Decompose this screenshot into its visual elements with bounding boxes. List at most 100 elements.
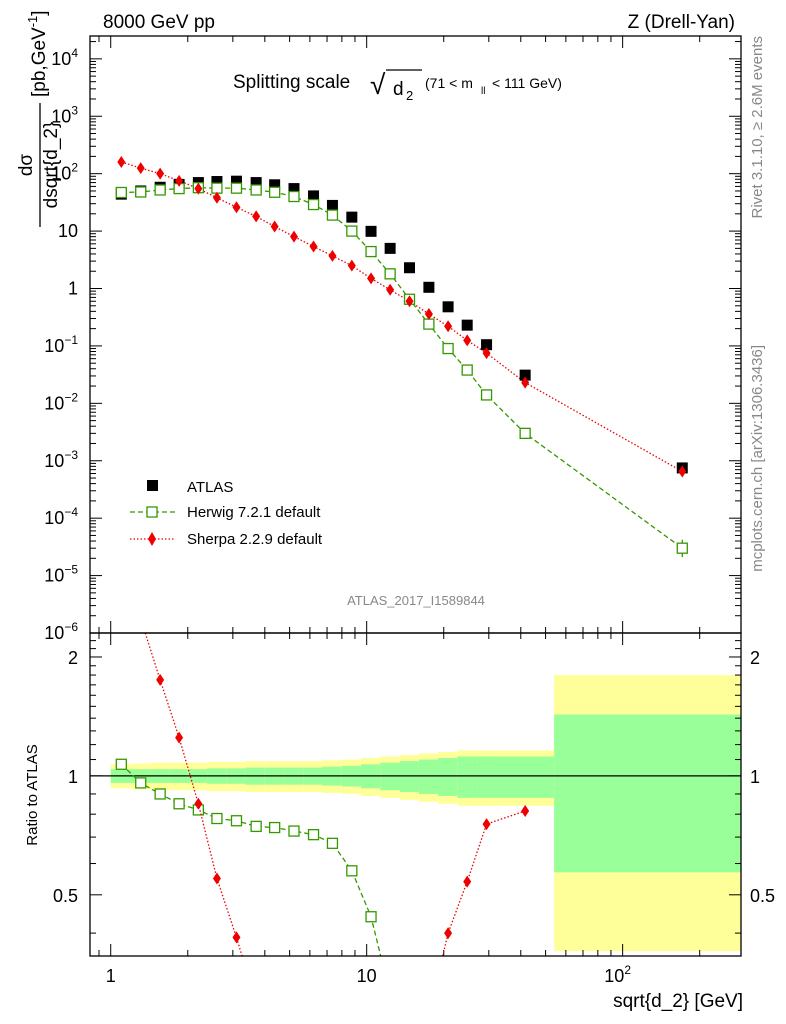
herwig-ratio-point [230,815,243,827]
herwig-point [250,184,262,196]
sherpa-point [136,162,145,175]
legend-herwig-marker [146,506,158,518]
y-tick-label: 10−6 [44,620,78,643]
sherpa-point [289,230,298,243]
herwig-line [121,187,683,549]
y-tick-mantissa: 10 [44,623,64,643]
ratio-tick-label: 1 [68,767,78,787]
sherpa-ratio-point [232,931,241,944]
title-var: d [393,79,404,100]
ratio-band-inner [477,756,496,798]
herwig-point [365,245,377,258]
herwig-ratio-point [211,812,223,825]
sherpa-line [121,161,683,473]
x-axis-label: sqrt{d_2} [GeV] [613,991,743,1012]
ratio-axis-label: Ratio to ATLAS [24,744,41,845]
herwig-point [519,427,531,440]
title-cut-open: (71 < m [425,75,473,91]
atlas-point [423,281,435,293]
y-tick-label: 10−1 [44,333,78,356]
sherpa-point [252,210,261,223]
herwig-point [676,542,688,554]
y-tick-exponent: −4 [64,505,78,519]
herwig-ratio-point [365,911,377,923]
sherpa-ratio-point [156,673,165,686]
herwig-point [288,190,300,203]
sherpa-point [194,182,203,195]
ratio-band-inner [495,756,555,798]
sherpa-point [521,376,530,389]
legend-herwig-label: Herwig 7.2.1 default [187,504,321,521]
svg-text:[pb,GeV-1]: [pb,GeV-1] [25,10,50,97]
y-axis-label: dσ dsqrt{d_2} [16,103,62,227]
ratio-tick-label-right: 0.5 [750,886,775,906]
y-tick-label: 10−3 [44,448,78,471]
y-tick-mantissa: 10 [58,221,78,241]
ratio-tick-label: 2 [68,648,78,668]
herwig-point [384,268,396,280]
sherpa-point [347,259,356,272]
y-tick-mantissa: 10 [44,451,64,471]
x-tick-label: 102 [604,963,631,986]
herwig-ratio-point [250,820,262,833]
series-layer [115,155,688,558]
atlas-point [308,190,320,202]
y-tick-label: 103 [51,103,78,126]
herwig-ratio-point [269,821,281,834]
ratio-band-inner [554,714,741,873]
x-tick-mantissa: 10 [604,966,624,986]
sherpa-point [328,249,337,262]
herwig-ratio-point [307,829,320,841]
y-tick-label: 10 [58,221,78,241]
herwig-point [211,182,223,194]
herwig-ratio-point [135,777,147,789]
legend-atlas-label: ATLAS [187,479,233,496]
x-tick-exponent: 2 [624,963,631,977]
sherpa-ratio-line-high [442,810,526,956]
herwig-point [135,186,147,198]
sherpa-point [270,220,279,233]
atlas-point [269,179,281,191]
ratio-tick-label-right: 1 [750,767,760,787]
sherpa-point [424,307,433,320]
herwig-point [115,186,127,199]
header-left: 8000 GeV pp [103,12,215,33]
atlas-point [519,369,531,381]
sherpa-point [175,174,184,187]
y-tick-label: 10−4 [44,505,78,528]
ratio-plot-frame [89,632,742,957]
sherpa-point [367,272,376,285]
y-tick-mantissa: 10 [51,49,71,69]
x-tick-label: 1 [106,966,116,986]
sherpa-ratio-point [194,797,203,810]
y-tick-mantissa: 1 [68,279,78,299]
ratio-uncertainty-bands [90,675,741,952]
atlas-point [384,242,396,254]
atlas-point [461,319,473,331]
ratio-band-inner [400,761,419,793]
ratio-band-inner [418,759,439,794]
atlas-point [442,301,454,313]
y-tick-label: 104 [51,46,78,69]
atlas-point [481,339,493,351]
ylabel-units: [pb,GeV [29,27,50,97]
atlas-point [346,211,358,223]
y-tick-mantissa: 10 [44,393,64,413]
y-tick-exponent: 4 [71,46,78,60]
herwig-point [346,225,358,237]
sherpa-point [678,465,687,478]
analysis-watermark: ATLAS_2017_I1589844 [347,593,485,608]
herwig-ratio-point [346,865,358,877]
mcplots-reference-text: mcplots.cern.ch [arXiv:1306.3436] [749,345,766,572]
x-tick-mantissa: 1 [106,966,116,986]
sherpa-point [309,240,318,253]
ylabel-units-exp: -1 [25,16,40,28]
atlas-point [230,175,242,187]
herwig-point [326,209,339,221]
y-tick-label: 10−2 [44,390,78,413]
ylabel-numerator: dσ [16,154,37,177]
herwig-ratio-point [288,825,300,837]
ratio-series-group [115,633,530,956]
herwig-point [154,184,166,196]
